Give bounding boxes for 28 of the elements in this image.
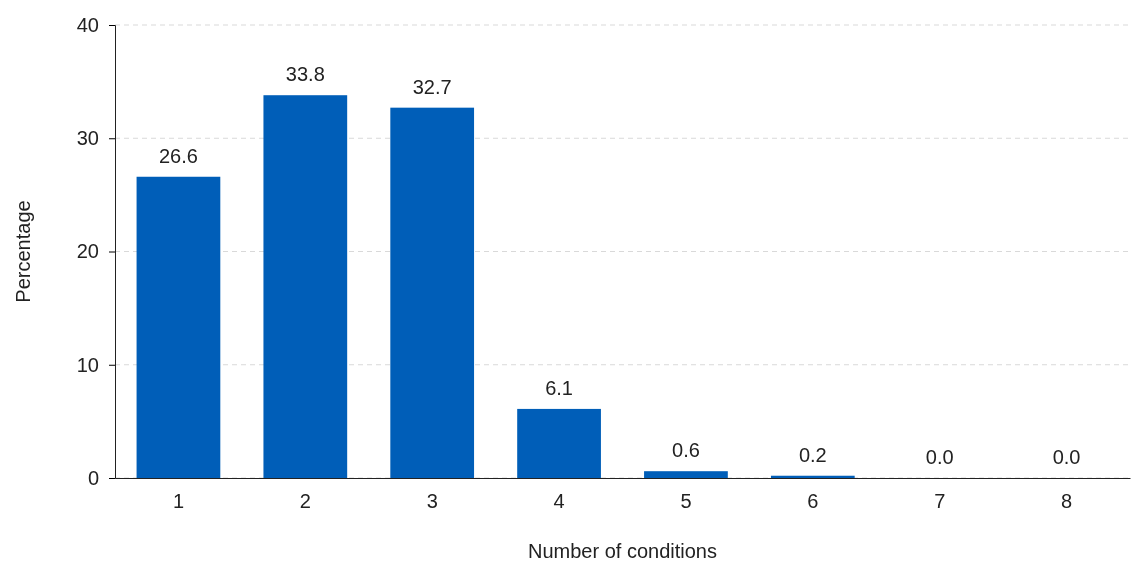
data-label: 33.8 [285, 63, 325, 86]
data-label: 0.6 [672, 439, 700, 462]
x-tick-label: 6 [807, 490, 819, 513]
data-label: 6.1 [545, 376, 573, 399]
x-axis-title: Number of conditions [528, 540, 717, 562]
x-tick-label: 3 [426, 490, 438, 513]
x-tick-label: 7 [934, 490, 946, 513]
y-tick-label: 30 [76, 127, 99, 150]
bar [390, 107, 475, 478]
x-tick-label: 5 [680, 490, 692, 513]
x-tick-label: 1 [172, 490, 184, 513]
data-label: 32.7 [412, 75, 452, 98]
bar [136, 176, 221, 478]
y-tick-label: 40 [76, 13, 99, 36]
y-tick-label: 0 [87, 466, 99, 489]
y-axis-title: Percentage [12, 200, 34, 303]
x-tick-label: 2 [299, 490, 311, 513]
bar [644, 471, 728, 478]
x-tick-label: 8 [1061, 490, 1073, 513]
data-label: 0.0 [1052, 446, 1081, 468]
y-tick-label: 20 [76, 240, 99, 263]
x-tick-label: 4 [553, 490, 565, 513]
bar [517, 408, 601, 478]
bar [263, 95, 348, 478]
y-tick-label: 10 [76, 353, 99, 376]
data-label: 0.2 [798, 443, 827, 466]
data-label: 26.6 [158, 144, 198, 167]
data-label: 0.0 [925, 446, 954, 468]
